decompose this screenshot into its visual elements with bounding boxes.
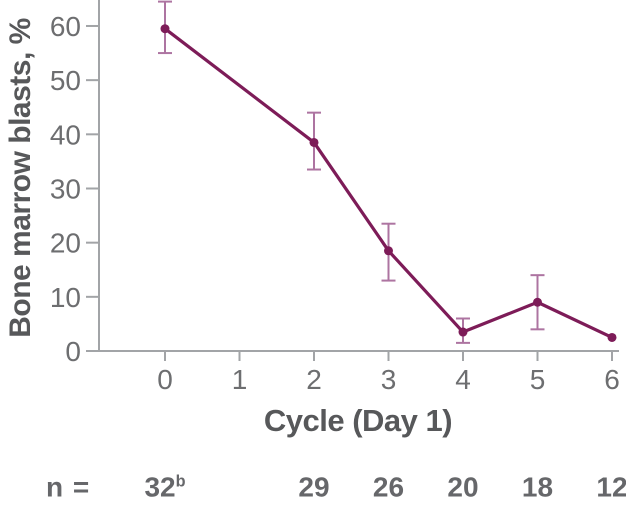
n-value-superscript: b — [175, 472, 186, 491]
x-tick-label: 0 — [157, 364, 173, 395]
y-tick-label: 40 — [50, 119, 81, 150]
axis-tick-labels: 0 10 20 30 40 50 60 0 1 2 3 4 5 6 — [50, 11, 620, 395]
data-point-marker — [384, 246, 393, 256]
error-bars — [158, 0, 545, 344]
x-tick-label: 2 — [306, 364, 322, 395]
series-polyline — [163, 27, 614, 340]
y-axis-title: Bone marrow blasts, % — [4, 18, 37, 338]
n-value: 32b — [144, 471, 186, 503]
data-series — [160, 24, 617, 342]
x-tick-label: 1 — [232, 364, 248, 395]
data-point-marker — [309, 137, 319, 147]
y-tick-label: 60 — [50, 11, 81, 42]
n-value: 12 — [596, 471, 626, 503]
data-point-marker — [160, 24, 170, 34]
axis-ticks — [86, 24, 613, 361]
y-tick-label: 30 — [50, 173, 81, 204]
axes — [86, 0, 619, 352]
n-value: 26 — [372, 471, 405, 503]
data-point-marker — [607, 332, 617, 342]
y-tick-label: 10 — [50, 282, 81, 313]
n-value: 18 — [521, 471, 554, 503]
x-tick-label: 6 — [604, 364, 620, 395]
n-equals-label: n = — [46, 471, 91, 503]
data-point-marker — [458, 327, 468, 337]
x-axis-title: Cycle (Day 1) — [263, 403, 453, 438]
x-tick-label: 3 — [381, 364, 397, 395]
y-tick-label: 20 — [50, 228, 81, 259]
y-tick-label: 50 — [50, 65, 81, 96]
y-tick-label: 0 — [65, 336, 81, 367]
x-tick-label: 4 — [455, 364, 471, 395]
x-tick-label: 5 — [530, 364, 546, 395]
n-value: 20 — [447, 471, 479, 503]
n-value: 29 — [298, 471, 330, 503]
data-point-marker — [533, 297, 542, 307]
